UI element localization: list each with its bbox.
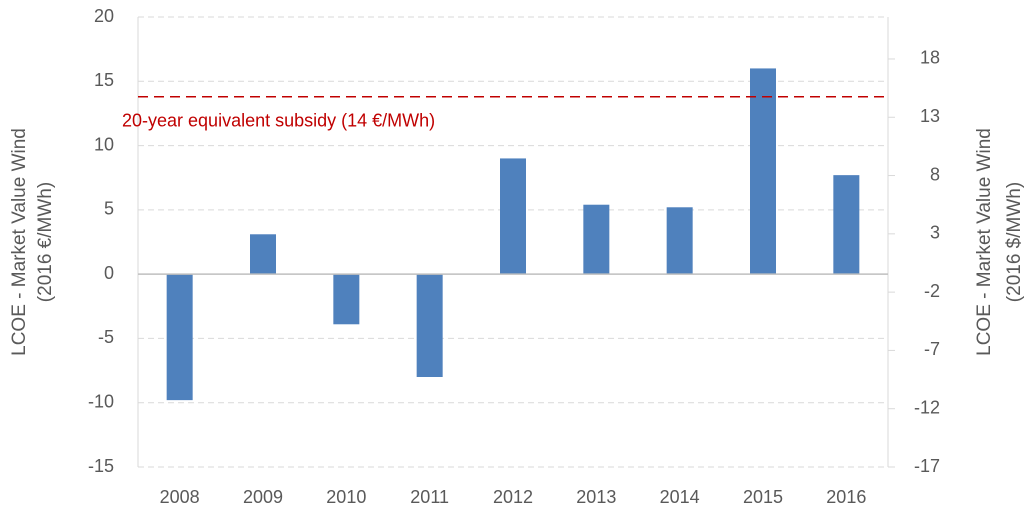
bar [750, 68, 776, 275]
y-tick-label: 10 [94, 134, 114, 154]
bar [500, 158, 526, 275]
y2-tick-label: 18 [920, 48, 940, 68]
bar [333, 274, 360, 325]
y2-tick-label: 3 [930, 223, 940, 243]
y-tick-label: 15 [94, 70, 114, 90]
y2-tick-label: -17 [914, 456, 940, 476]
y-tick-label: 0 [104, 263, 114, 283]
y2-tick-label: 8 [930, 164, 940, 184]
y2-axis-title: (2016 $/MWh) [1004, 182, 1025, 302]
x-tick-label: 2010 [326, 487, 366, 507]
y2-tick-label: -2 [924, 281, 940, 301]
y2-tick-label: -12 [914, 397, 940, 417]
y-axis-title: LCOE - Market Value Wind [9, 128, 30, 356]
bar [166, 274, 193, 401]
y2-tick-label: 13 [920, 106, 940, 126]
x-tick-label: 2015 [743, 487, 783, 507]
reference-label: 20-year equivalent subsidy (14 €/MWh) [122, 110, 435, 130]
y2-tick-label: -7 [924, 339, 940, 359]
y-tick-label: 5 [104, 199, 114, 219]
bar [833, 175, 860, 275]
x-tick-label: 2008 [160, 487, 200, 507]
x-tick-label: 2012 [493, 487, 533, 507]
bar [583, 204, 610, 275]
bar [666, 207, 693, 275]
y-tick-label: -5 [98, 327, 114, 347]
y-axis-title: (2016 €/MWh) [35, 182, 56, 302]
x-tick-label: 2013 [576, 487, 616, 507]
y2-axis-title: LCOE - Market Value Wind [974, 128, 995, 356]
y-tick-label: -15 [88, 456, 114, 476]
y-tick-label: -10 [88, 391, 114, 411]
bar [250, 234, 276, 275]
x-tick-label: 2009 [243, 487, 283, 507]
y-tick-label: 20 [94, 6, 114, 26]
x-tick-label: 2011 [410, 487, 449, 507]
x-tick-label: 2016 [826, 487, 866, 507]
x-tick-label: 2014 [660, 487, 700, 507]
bar [416, 274, 443, 377]
